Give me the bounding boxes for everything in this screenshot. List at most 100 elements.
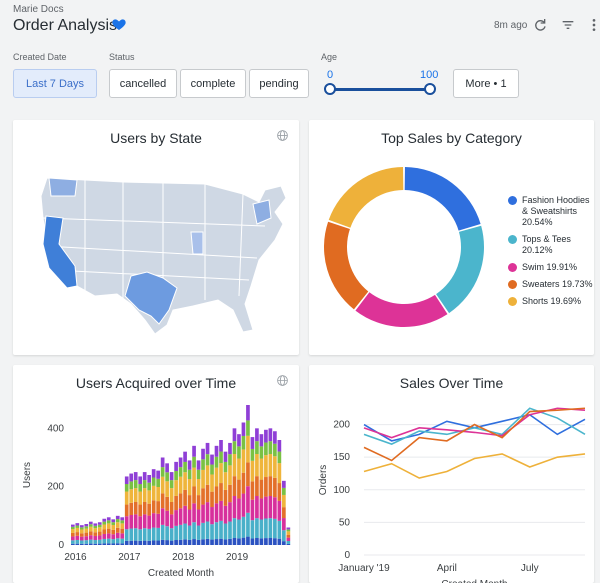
bar-segment [255,496,259,519]
bar-segment [156,513,160,528]
bar-segment [232,518,237,538]
bar-segment [93,540,98,544]
bar-segment [106,543,111,545]
age-slider-track[interactable] [329,88,430,91]
bar-segment [277,463,282,484]
refresh-icon[interactable] [532,17,548,33]
card-title: Sales Over Time [399,375,504,391]
donut-slice[interactable] [324,221,369,310]
bar-segment [133,480,138,489]
bar-segment [196,479,201,496]
bar-segment [246,536,250,545]
donut-slice[interactable] [436,225,484,314]
bar-segment [93,532,98,536]
status-chip-pending[interactable]: pending [249,69,309,98]
legend-item[interactable]: Shorts 19.69% [508,296,594,307]
globe-icon[interactable] [276,129,289,142]
bar-segment [88,539,93,544]
status-chip-cancelled[interactable]: cancelled [109,69,177,98]
bar-segment [268,476,273,496]
breadcrumb[interactable]: Marie Docs [13,4,64,15]
map-region-illinois[interactable] [190,231,204,255]
bar-segment [147,540,152,545]
bar-segment [282,494,286,508]
donut-slice[interactable] [355,292,448,327]
bar-segment [88,521,93,525]
bar-segment [246,405,250,421]
bar-segment [228,442,232,455]
bar-segment [214,539,219,545]
bar-segment [165,463,169,473]
legend-item[interactable]: Sweaters 19.73% [508,279,594,290]
created-date-filter[interactable]: Last 7 Days [13,69,97,98]
bar-segment [219,440,223,452]
stacked-bar-chart: 0 200 400 2016 2017 2018 2019 Created Month User… [22,405,291,579]
bar-segment [124,476,129,484]
line-series [363,407,586,445]
bar-segment [210,539,214,545]
donut-legend: Fashion Hoodies & Sweatshirts 20.54% Tops… [508,195,594,313]
bar-segment [210,464,214,475]
legend-item[interactable]: Swim 19.91% [508,262,594,273]
more-vert-icon[interactable] [586,17,600,33]
filter-icon[interactable] [560,17,576,33]
bar-segment [165,540,169,545]
more-filters-button[interactable]: More • 1 [453,69,519,98]
line-series [363,407,586,439]
donut-slice[interactable] [328,167,404,228]
bar-segment [183,489,187,506]
bar-segment [133,488,138,502]
legend-label: Sweaters 19.73% [522,279,593,289]
created-date-label: Created Date [13,52,67,62]
bar-segment [97,535,102,540]
bar-segment [277,483,282,501]
globe-icon[interactable] [276,374,289,387]
age-slider-min-handle[interactable] [324,83,336,95]
y-tick-label: 100 [333,485,350,496]
bar-segment [102,543,107,545]
bar-segment [120,517,125,521]
map-region-texas[interactable] [124,271,178,325]
bar-segment [205,538,210,545]
bar-segment [120,533,125,539]
bar-segment [232,476,237,496]
bar-segment [237,479,241,499]
map-region-new-york[interactable] [252,199,272,225]
bar-segment [268,538,273,545]
map-region-california[interactable] [42,215,78,289]
bar-segment [174,461,178,472]
bar-segment [183,461,187,473]
donut-chart [324,167,484,327]
page-title: Order Analysis [13,17,118,34]
bar-segment [75,539,80,544]
legend-item[interactable]: Tops & Tees 20.12% [508,234,594,256]
status-chip-complete[interactable]: complete [180,69,246,98]
bar-segment [196,460,201,470]
dashboard-header: Marie Docs Order Analysis 8m ago Created… [0,0,600,110]
legend-item[interactable]: Fashion Hoodies & Sweatshirts 20.54% [508,195,594,228]
map-region-washington[interactable] [48,177,78,197]
age-slider-max-handle[interactable] [424,83,436,95]
bar-segment [84,540,89,544]
bar-segment [93,525,98,529]
bar-segment [255,441,259,454]
bar-segment [282,487,286,495]
bar-segment [142,488,147,502]
bar-segment [250,448,255,461]
heart-icon[interactable] [111,16,127,32]
bar-segment [111,519,116,523]
bar-segment [79,527,84,530]
donut-slice[interactable] [404,167,481,231]
bar-segment [219,520,223,539]
bar-segment [115,519,120,523]
bar-segment [268,454,273,477]
bar-segment [106,533,111,539]
bar-segment [259,458,264,480]
bar-segment [223,523,228,540]
bar-segment [187,479,192,496]
bar-segment [210,524,214,540]
bar-segment [138,516,143,530]
bar-segment [187,469,192,480]
bar-segment [165,472,169,482]
legend-label: Fashion Hoodies & Sweatshirts 20.54% [522,195,590,227]
